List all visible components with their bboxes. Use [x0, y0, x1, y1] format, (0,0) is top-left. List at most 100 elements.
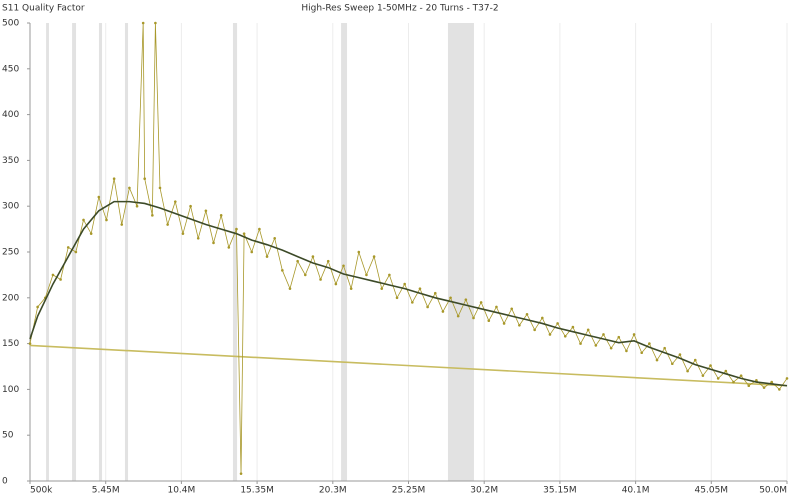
data-point [319, 278, 322, 281]
data-point [762, 386, 766, 389]
y-tick-label: 0 [2, 477, 8, 487]
data-point [158, 186, 162, 190]
data-point [724, 369, 728, 373]
y-tick-label: 300 [2, 202, 19, 212]
data-point [655, 358, 659, 362]
data-point [36, 305, 39, 309]
data-point [196, 236, 200, 240]
data-point [143, 177, 146, 181]
data-point [541, 316, 544, 320]
data-point [770, 380, 774, 384]
band [232, 23, 238, 481]
y-tick-label: 100 [2, 385, 19, 395]
data-point [495, 305, 498, 309]
data-point [632, 333, 636, 336]
data-point [250, 250, 254, 254]
data-point [128, 186, 131, 190]
data-point [693, 358, 697, 362]
y-tick-label: 350 [2, 156, 19, 166]
y-tick-label: 450 [2, 64, 19, 74]
band [98, 23, 103, 481]
data-point [239, 472, 243, 475]
y-tick-label: 250 [2, 248, 19, 258]
data-point [625, 349, 628, 353]
data-point [701, 374, 705, 377]
data-point [357, 250, 361, 254]
data-point [112, 177, 116, 181]
data-point [716, 377, 720, 380]
x-tick-label: 30.2M [470, 486, 498, 496]
data-point [556, 322, 559, 325]
y-tick-label: 200 [2, 293, 19, 303]
data-point [602, 333, 605, 336]
data-point [82, 218, 85, 222]
data-point [303, 273, 307, 277]
y-axis-label: S11 Quality Factor [2, 4, 85, 14]
series-line [29, 344, 788, 387]
data-point [365, 273, 368, 277]
data-point [89, 232, 93, 235]
band [447, 23, 474, 481]
data-point [678, 353, 682, 356]
y-tick-label: 150 [2, 339, 19, 349]
band [124, 23, 129, 481]
data-point [141, 21, 145, 25]
data-point [242, 232, 246, 235]
data-point [586, 328, 590, 332]
data-point [472, 316, 475, 320]
data-point [311, 255, 315, 258]
data-point [120, 223, 124, 226]
data-point [105, 218, 108, 222]
data-point [227, 246, 231, 249]
data-point [663, 346, 666, 350]
data-point [411, 301, 414, 304]
x-tick-label: 45.05M [695, 486, 729, 496]
data-point [265, 255, 269, 258]
x-tick-label: 500k [30, 486, 53, 496]
data-point [281, 269, 284, 272]
data-point [326, 259, 330, 263]
data-point [617, 335, 621, 339]
data-point [441, 310, 445, 313]
data-point [747, 384, 751, 388]
data-point [433, 291, 437, 295]
data-point [778, 388, 781, 391]
data-point [403, 282, 406, 286]
data-point [349, 287, 353, 290]
data-point [288, 287, 292, 290]
series-line [29, 200, 788, 387]
data-point [173, 200, 177, 203]
y-tick-label: 50 [2, 431, 14, 441]
x-tick-label: 50.0M [759, 486, 787, 496]
data-point [135, 204, 139, 208]
data-point [533, 328, 536, 332]
data-point [426, 305, 429, 309]
data-point [296, 259, 299, 263]
data-point [59, 278, 62, 281]
data-point [648, 342, 651, 345]
data-point [372, 255, 376, 258]
x-tick-label: 5.45M [92, 486, 120, 496]
data-point [755, 378, 758, 382]
data-point [739, 374, 743, 377]
data-point [166, 223, 169, 226]
data-point [449, 296, 452, 300]
data-point [380, 287, 384, 290]
x-tick-label: 25.25M [392, 486, 426, 496]
data-point [671, 362, 674, 366]
data-point [258, 227, 261, 231]
band [341, 23, 348, 481]
data-point [151, 214, 154, 217]
band [72, 23, 77, 481]
data-point [273, 236, 276, 240]
data-point [686, 369, 689, 373]
data-point [709, 364, 712, 367]
band [46, 23, 49, 481]
data-point [181, 232, 185, 235]
data-point [204, 209, 208, 213]
y-tick-label: 400 [2, 110, 19, 120]
data-point [571, 325, 575, 329]
data-point [548, 333, 552, 336]
data-point [487, 319, 491, 323]
